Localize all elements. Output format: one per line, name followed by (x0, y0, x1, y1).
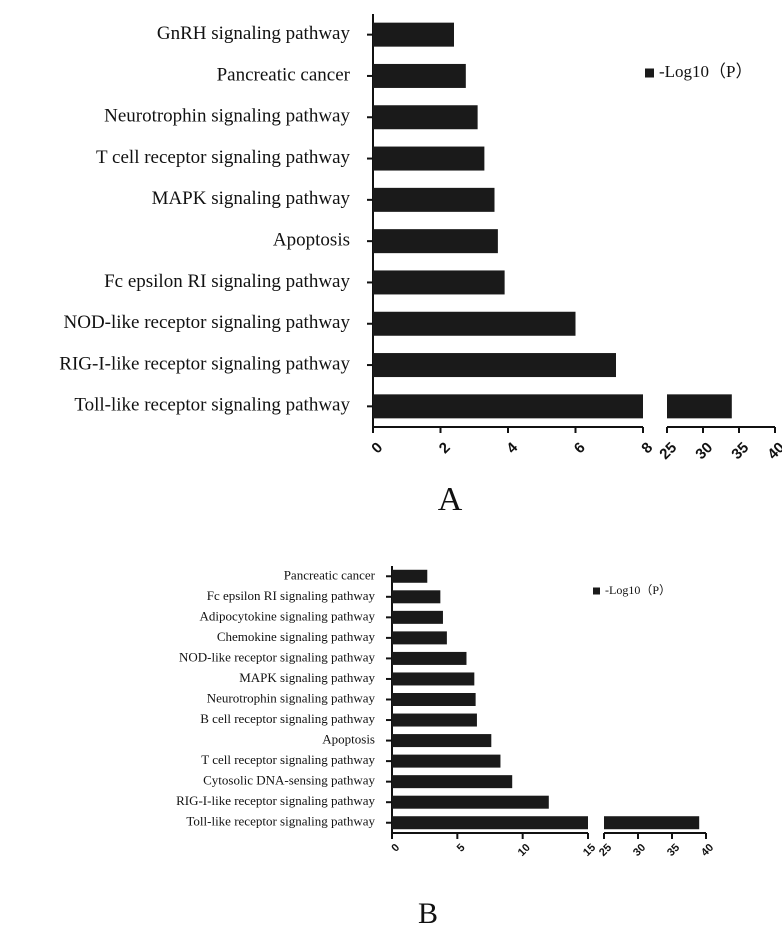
category-label: Pancreatic cancer (284, 567, 376, 582)
category-label: Pancreatic cancer (217, 64, 351, 85)
x-tick-label: 25 (597, 842, 614, 859)
bar (392, 610, 443, 624)
x-tick-label: 15 (581, 842, 598, 859)
bar (392, 631, 447, 645)
bar (392, 795, 549, 809)
x-tick-label: 6 (571, 439, 589, 457)
x-tick-label: 4 (503, 439, 521, 457)
bar-segment-lower (373, 394, 643, 419)
category-label: Neurotrophin signaling pathway (207, 690, 376, 705)
category-label: RIG-I-like receptor signaling pathway (59, 353, 350, 374)
bar (373, 353, 616, 378)
x-tick-label: 35 (665, 842, 682, 859)
legend-label: -Log10（P） (605, 583, 671, 597)
category-label: Toll-like receptor signaling pathway (74, 395, 350, 416)
bar (373, 311, 576, 336)
bar-segment-lower (392, 816, 588, 830)
category-label: NOD-like receptor signaling pathway (179, 649, 376, 664)
bar (392, 651, 467, 665)
x-tick-label: 40 (764, 439, 782, 463)
x-tick-label: 35 (728, 439, 752, 463)
category-label: RIG-I-like receptor signaling pathway (176, 793, 375, 808)
x-tick-label: 8 (638, 439, 656, 457)
category-label: GnRH signaling pathway (157, 23, 351, 44)
category-label: B cell receptor signaling pathway (200, 711, 375, 726)
category-label: Fc epsilon RI signaling pathway (207, 588, 376, 603)
bar-segment-upper (667, 394, 732, 419)
x-tick-label: 0 (389, 842, 402, 855)
x-tick-label: 2 (436, 439, 454, 457)
bar (373, 63, 466, 88)
bar (373, 22, 454, 47)
legend-swatch (593, 587, 600, 595)
bar (373, 146, 485, 171)
x-tick-label: 30 (692, 439, 716, 463)
category-label: Apoptosis (322, 732, 375, 747)
category-label: T cell receptor signaling pathway (96, 147, 350, 168)
x-tick-label: 25 (656, 439, 680, 463)
bar (392, 569, 428, 583)
category-label: Adipocytokine signaling pathway (200, 608, 376, 623)
bar (373, 187, 495, 212)
bar (392, 713, 477, 727)
bar (373, 270, 505, 295)
category-label: Fc epsilon RI signaling pathway (104, 271, 350, 292)
legend-label: -Log10（P） (659, 62, 753, 81)
legend-swatch (645, 68, 654, 78)
bar (392, 734, 492, 748)
category-label: Cytosolic DNA-sensing pathway (203, 773, 375, 788)
category-label: Neurotrophin signaling pathway (104, 106, 350, 127)
bar-segment-upper (604, 816, 700, 830)
bar (373, 229, 498, 254)
x-tick-label: 40 (699, 842, 716, 859)
bar (392, 672, 475, 686)
category-label: MAPK signaling pathway (152, 188, 351, 209)
bar (392, 775, 513, 789)
category-label: T cell receptor signaling pathway (201, 752, 375, 767)
category-label: NOD-like receptor signaling pathway (64, 312, 351, 333)
bar (373, 105, 478, 130)
bar (392, 754, 501, 768)
x-tick-label: 30 (631, 842, 648, 859)
category-label: Toll-like receptor signaling pathway (186, 814, 375, 829)
x-tick-label: 0 (368, 439, 386, 457)
category-label: MAPK signaling pathway (239, 670, 375, 685)
category-label: Apoptosis (273, 230, 350, 251)
category-label: Chemokine signaling pathway (217, 629, 376, 644)
x-tick-label: 5 (455, 842, 468, 855)
panel-label: A (438, 481, 463, 518)
x-tick-label: 10 (516, 842, 533, 859)
bar (392, 693, 476, 706)
bar (392, 590, 441, 604)
panel-label: B (418, 897, 438, 926)
